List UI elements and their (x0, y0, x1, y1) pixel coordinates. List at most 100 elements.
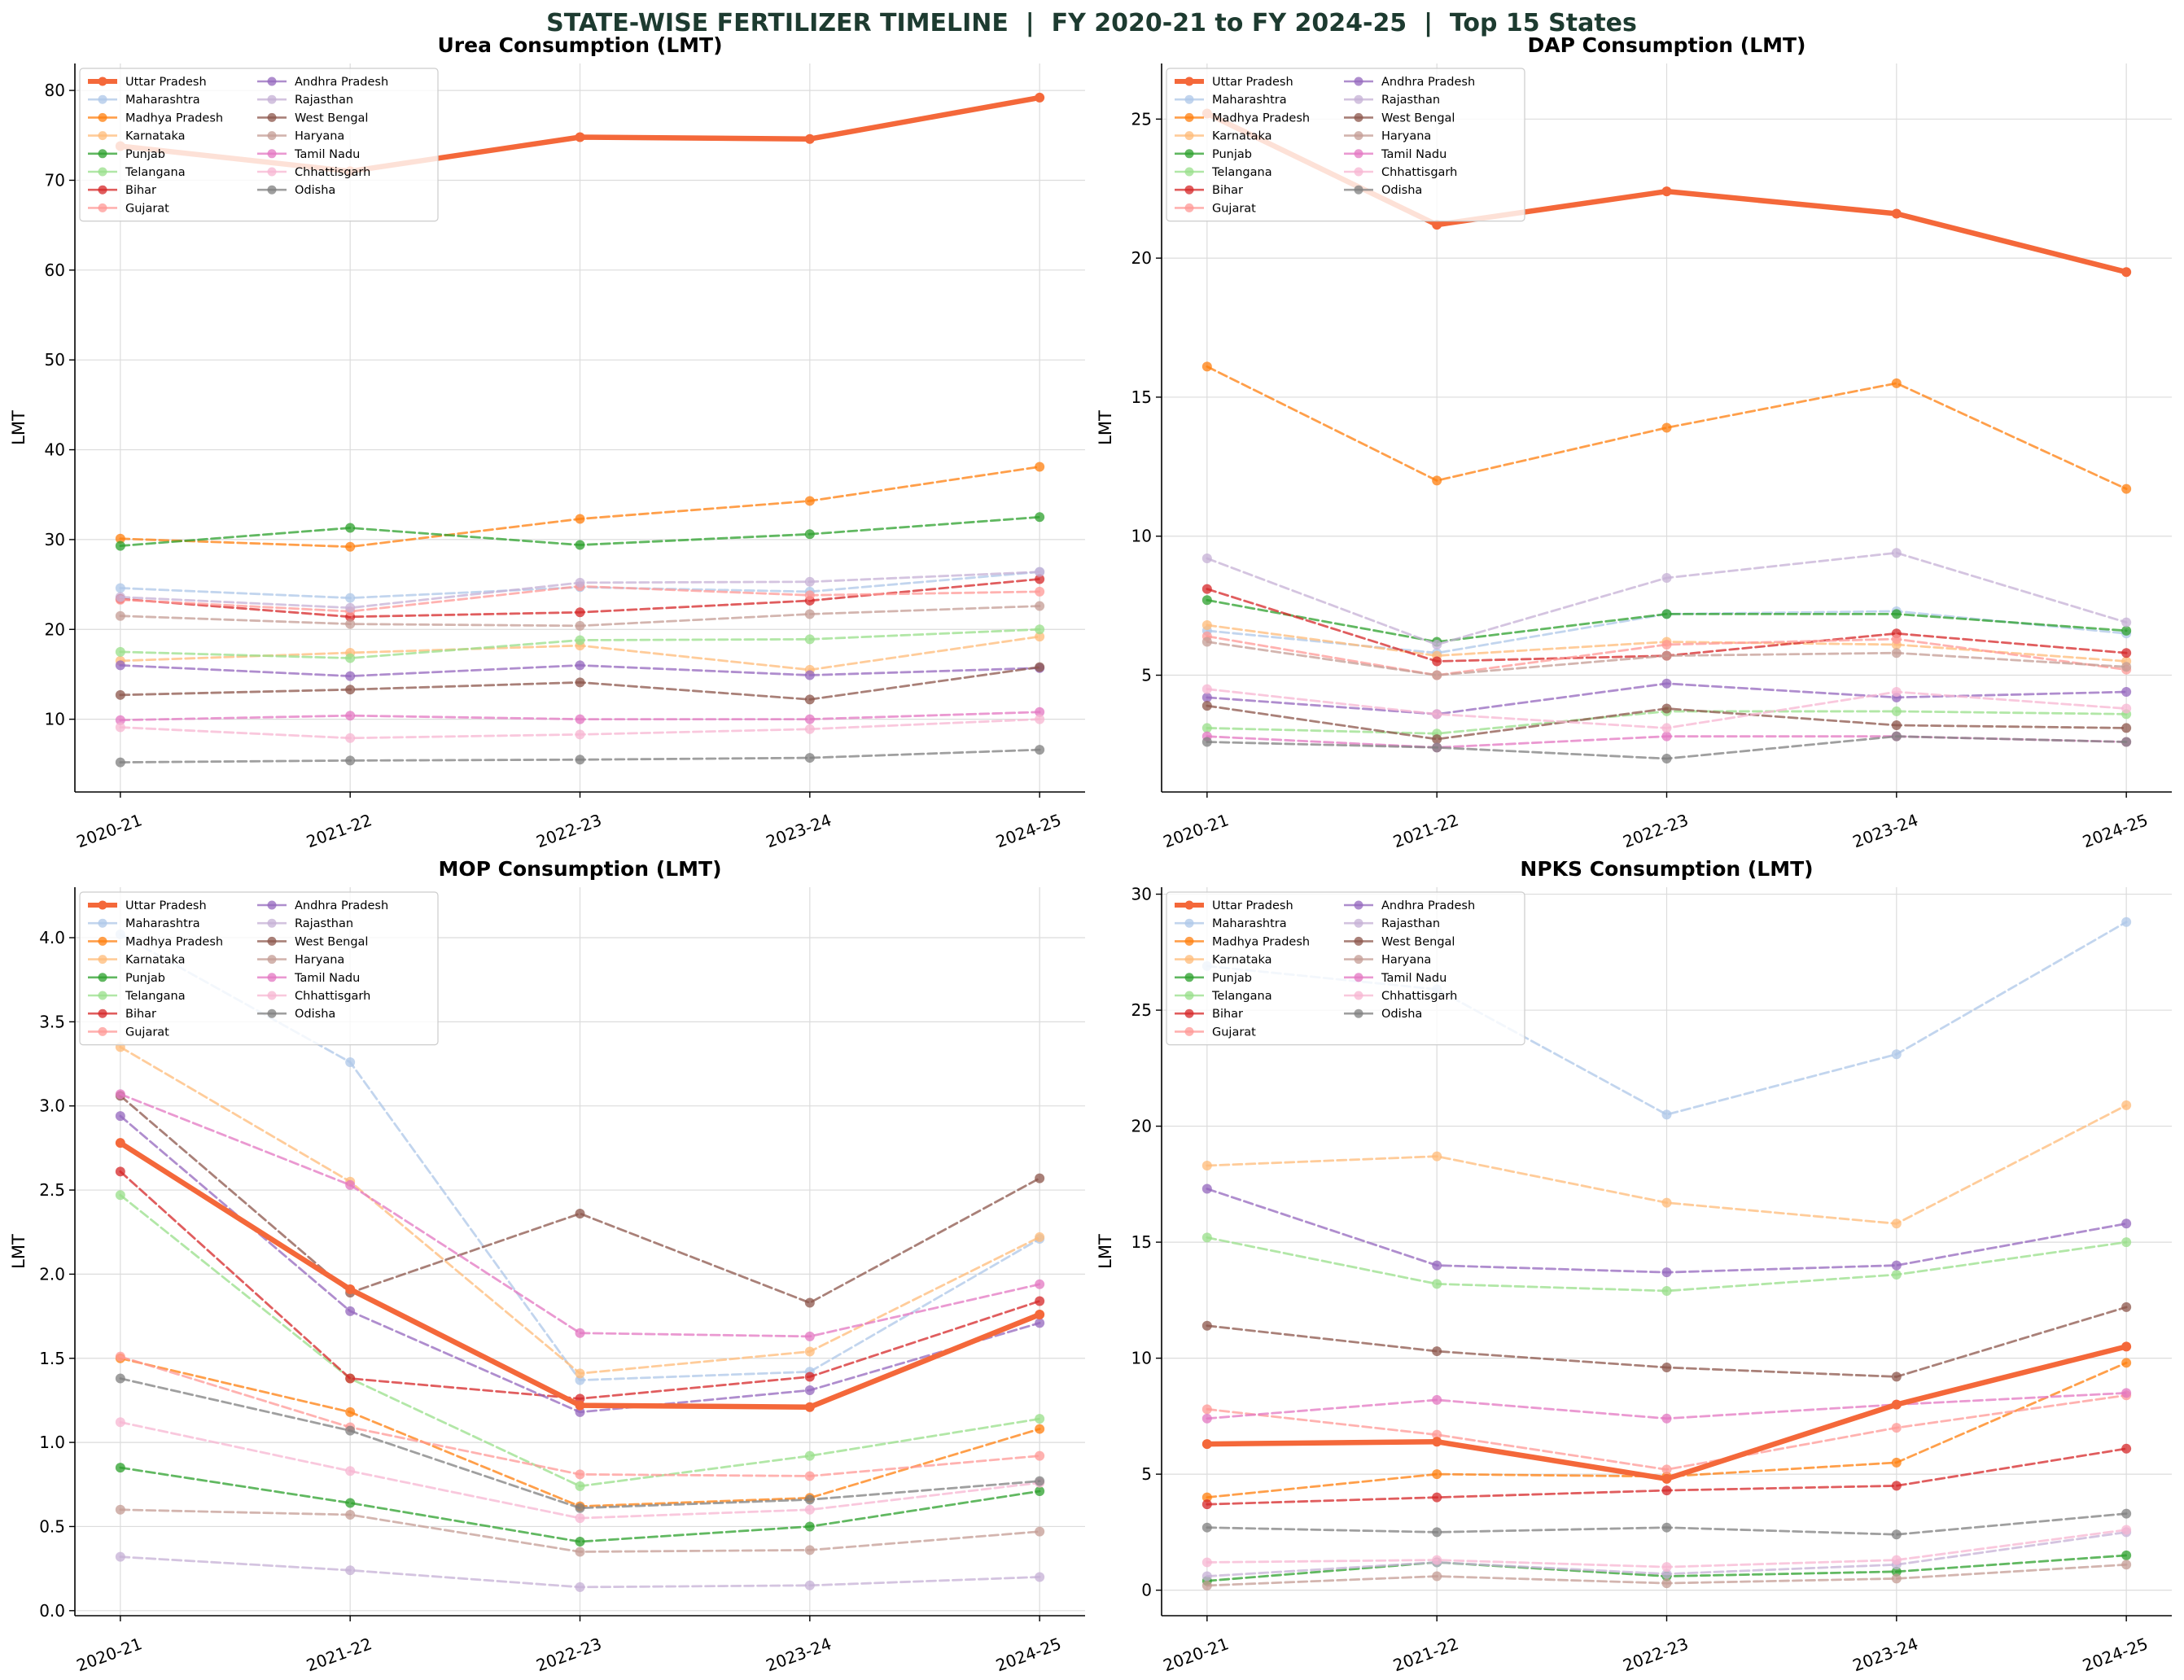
legend-label: Andhra Pradesh (1381, 76, 1475, 89)
data-point-bihar (1201, 1499, 1212, 1510)
data-point-haryana (1201, 1580, 1212, 1590)
data-point-punjab (804, 529, 815, 540)
series-group (115, 92, 1045, 768)
data-point-haryana (1035, 1526, 1045, 1537)
legend-label: Tamil Nadu (1381, 972, 1447, 985)
series-punjab (1201, 595, 2132, 647)
legend-label: Maharashtra (1212, 917, 1287, 930)
data-point-gujarat (1661, 639, 1672, 650)
data-point-rajasthan (1201, 553, 1212, 564)
legend-label: West Bengal (295, 112, 368, 125)
data-point-bihar (804, 1372, 815, 1382)
series-group (115, 929, 1045, 1592)
data-point-telangana (575, 635, 585, 645)
legend-label: Chhattisgarh (295, 990, 370, 1003)
y-tick-label: 10 (1131, 1349, 1152, 1368)
legend-item-andhra-pradesh: Andhra Pradesh (1344, 899, 1475, 912)
legend-label: Haryana (1381, 130, 1431, 143)
legend-label: Gujarat (1212, 1026, 1256, 1039)
legend-item-bihar: Bihar (88, 1008, 156, 1021)
legend-item-chhattisgarh: Chhattisgarh (257, 166, 370, 179)
legend-label: Uttar Pradesh (1212, 76, 1293, 89)
data-point-chhattisgarh (1035, 714, 1045, 724)
legend-item-andhra-pradesh: Andhra Pradesh (1344, 76, 1475, 89)
legend-label: Rajasthan (295, 94, 353, 107)
data-point-bihar (115, 1166, 125, 1177)
data-point-gujarat (1035, 586, 1045, 597)
legend-item-andhra-pradesh: Andhra Pradesh (257, 899, 388, 912)
legend-swatch-marker (98, 77, 107, 86)
legend-item-punjab: Punjab (1175, 148, 1252, 161)
legend-label: Punjab (1212, 972, 1252, 985)
data-point-chhattisgarh (575, 1513, 585, 1524)
legend-label: Karnataka (1212, 954, 1272, 967)
data-point-karnataka (1035, 632, 1045, 642)
legend-swatch-marker (1354, 918, 1363, 928)
data-point-bihar (345, 1373, 356, 1384)
data-point-gujarat (1035, 1450, 1045, 1461)
legend-item-madhya-pradesh: Madhya Pradesh (1175, 112, 1310, 125)
legend-label: Madhya Pradesh (1212, 935, 1310, 948)
data-point-haryana (2121, 1560, 2132, 1570)
chart-panel-2: 5 10 15 20 25 2020-21 2021-22 2022-23 2023-24 202… (1096, 33, 2172, 851)
data-point-uttar-pradesh (1035, 1310, 1045, 1320)
legend-label: Odisha (295, 184, 335, 197)
data-point-punjab (115, 1463, 125, 1473)
data-point-karnataka (1661, 1197, 1672, 1208)
legend-item-rajasthan: Rajasthan (1344, 94, 1440, 107)
data-point-bihar (575, 607, 585, 618)
data-point-odisha (1432, 742, 1442, 753)
data-point-bihar (1661, 1485, 1672, 1496)
legend-swatch-marker (98, 185, 107, 195)
data-point-chhattisgarh (1661, 723, 1672, 733)
legend-label: Rajasthan (1381, 917, 1440, 930)
data-point-andhra-pradesh (2121, 1218, 2132, 1229)
legend-swatch-marker (98, 991, 107, 1000)
data-point-andhra-pradesh (575, 660, 585, 671)
y-tick-label: 15 (1131, 387, 1152, 407)
data-point-punjab (1891, 1566, 1902, 1577)
legend-item-bihar: Bihar (88, 184, 156, 197)
data-point-uttar-pradesh (804, 1402, 815, 1412)
data-point-bihar (1035, 1296, 1045, 1306)
x-tick-label: 2020-21 (1161, 810, 1232, 851)
data-point-haryana (115, 1504, 125, 1515)
data-point-rajasthan (345, 602, 356, 613)
data-point-karnataka (2121, 1100, 2132, 1110)
data-point-chhattisgarh (2121, 1525, 2132, 1535)
data-point-madhya-pradesh (2121, 483, 2132, 494)
legend-item-bihar: Bihar (1175, 1008, 1243, 1021)
data-point-madhya-pradesh (1661, 422, 1672, 433)
legend-label: Andhra Pradesh (295, 899, 388, 912)
data-point-telangana (1035, 624, 1045, 635)
data-point-gujarat (1891, 1423, 1902, 1433)
data-point-madhya-pradesh (1201, 1492, 1212, 1503)
data-point-odisha (115, 757, 125, 768)
data-point-andhra-pradesh (1432, 1260, 1442, 1271)
legend-swatch-marker (267, 918, 277, 928)
legend-label: Karnataka (125, 954, 186, 967)
series-karnataka (1201, 1100, 2132, 1229)
legend-label: Chhattisgarh (1381, 990, 1457, 1003)
y-axis-label: LMT (1096, 1234, 1115, 1269)
legend-label: Bihar (125, 1008, 156, 1021)
series-chhattisgarh (1201, 684, 2132, 733)
series-line-west-bengal (119, 1094, 1041, 1304)
data-point-tamil-nadu (575, 1328, 585, 1338)
data-point-west-bengal (2121, 1302, 2132, 1312)
x-tick-label: 2024-25 (2080, 1634, 2151, 1675)
data-point-west-bengal (1891, 1372, 1902, 1382)
y-tick-label: 1.5 (39, 1349, 65, 1368)
data-point-karnataka (575, 1368, 585, 1379)
legend-label: Chhattisgarh (1381, 166, 1457, 179)
y-tick-label: 2.0 (39, 1264, 65, 1284)
data-point-tamil-nadu (115, 715, 125, 725)
legend-swatch-marker (1184, 203, 1194, 212)
data-point-punjab (2121, 625, 2132, 636)
x-tick-label: 2023-24 (764, 810, 834, 851)
series-uttar-pradesh (115, 1138, 1045, 1412)
series-line-madhya-pradesh (1206, 365, 2128, 491)
x-tick-label: 2020-21 (74, 1634, 145, 1675)
chart-panel-1: 10 20 30 40 50 60 70 80 2020-21 2021-22 2022-23 202… (9, 33, 1085, 851)
